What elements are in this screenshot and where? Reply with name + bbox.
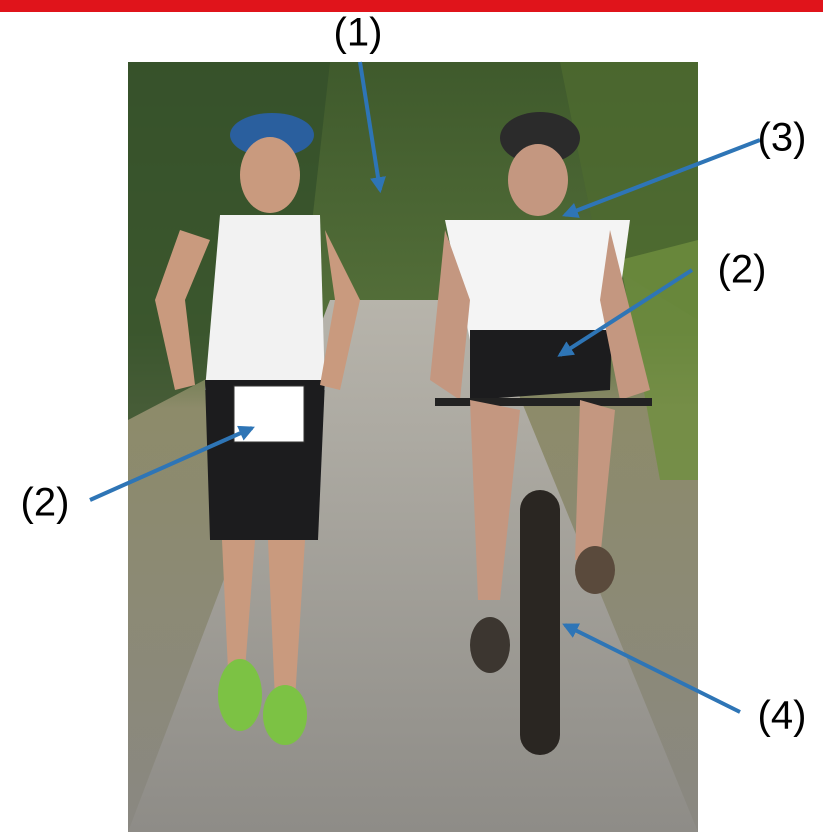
page: (1) (3) (2) (2) (4) (() => { const data …	[0, 0, 823, 832]
annotation-label: (1)	[334, 11, 383, 55]
top-bar	[0, 0, 823, 12]
annotated-photo: (1) (3) (2) (2) (4)	[0, 0, 823, 832]
annotation-label: (2)	[718, 248, 767, 292]
annotation-label: (4)	[758, 694, 807, 738]
annotation-label: (3)	[758, 116, 807, 160]
annotation-label: (2)	[21, 481, 70, 525]
